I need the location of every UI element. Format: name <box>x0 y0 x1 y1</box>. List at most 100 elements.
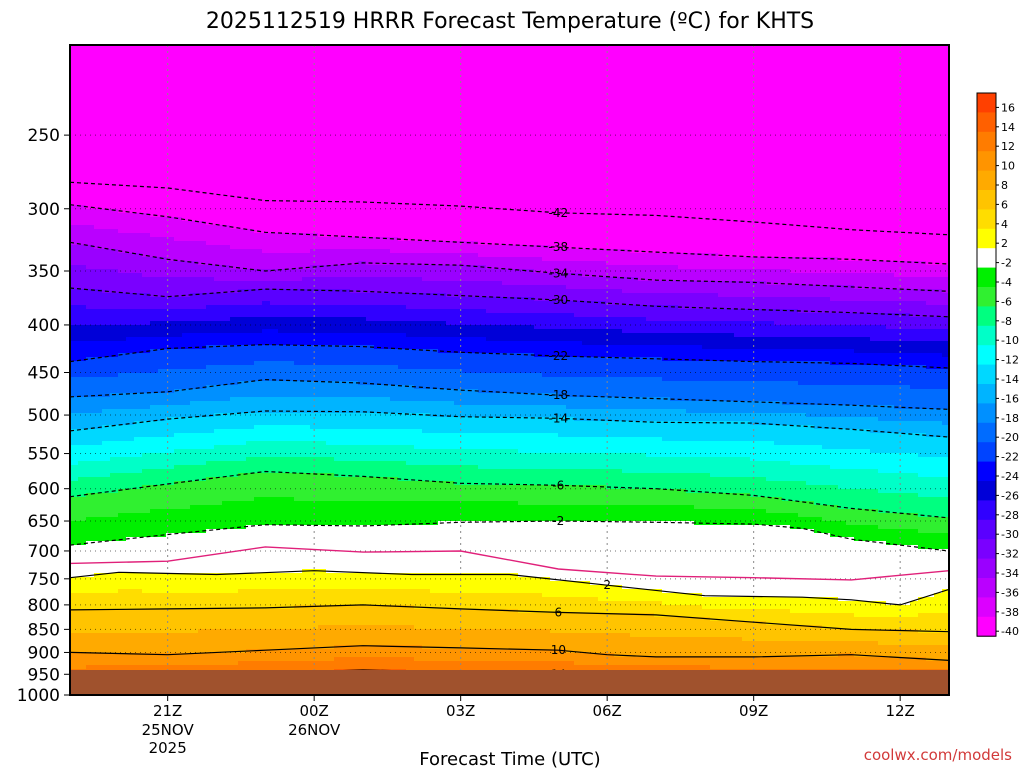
temperature-cell <box>278 113 287 118</box>
temperature-cell <box>78 373 87 378</box>
temperature-cell <box>150 657 159 662</box>
temperature-cell <box>230 613 239 618</box>
temperature-cell <box>198 373 207 378</box>
temperature-cell <box>94 145 103 150</box>
temperature-cell <box>126 641 135 646</box>
temperature-cell <box>126 553 135 558</box>
temperature-cell <box>310 173 319 178</box>
temperature-cell <box>230 497 239 502</box>
temperature-cell <box>302 345 311 350</box>
temperature-cell <box>286 405 295 410</box>
temperature-cell <box>198 473 207 478</box>
temperature-cell <box>166 285 175 290</box>
temperature-cell <box>254 637 263 642</box>
temperature-cell <box>286 397 295 402</box>
temperature-cell <box>214 197 223 202</box>
temperature-cell <box>238 593 247 598</box>
temperature-cell <box>222 645 231 650</box>
temperature-cell <box>198 377 207 382</box>
temperature-cell <box>206 541 215 546</box>
temperature-cell <box>166 645 175 650</box>
temperature-cell <box>230 313 239 318</box>
temperature-cell <box>158 357 167 362</box>
temperature-cell <box>150 93 159 98</box>
temperature-cell <box>294 521 303 526</box>
temperature-cell <box>262 321 271 326</box>
temperature-cell <box>198 609 207 614</box>
temperature-cell <box>214 73 223 78</box>
temperature-cell <box>190 285 199 290</box>
temperature-cell <box>94 505 103 510</box>
temperature-cell <box>278 529 287 534</box>
temperature-cell <box>86 209 95 214</box>
temperature-cell <box>214 285 223 290</box>
temperature-cell <box>158 561 167 566</box>
temperature-cell <box>190 209 199 214</box>
temperature-cell <box>198 205 207 210</box>
temperature-cell <box>230 429 239 434</box>
temperature-cell <box>262 521 271 526</box>
temperature-cell <box>294 85 303 90</box>
temperature-cell <box>238 477 247 482</box>
temperature-cell <box>294 433 303 438</box>
temperature-cell <box>206 57 215 62</box>
temperature-cell <box>278 97 287 102</box>
temperature-cell <box>270 245 279 250</box>
temperature-cell <box>182 241 191 246</box>
temperature-cell <box>102 197 111 202</box>
temperature-cell <box>230 657 239 662</box>
temperature-cell <box>182 409 191 414</box>
temperature-cell <box>190 489 199 494</box>
temperature-cell <box>270 281 279 286</box>
temperature-cell <box>214 541 223 546</box>
temperature-cell <box>70 409 79 414</box>
temperature-cell <box>118 357 127 362</box>
temperature-cell <box>182 485 191 490</box>
temperature-cell <box>70 125 79 130</box>
temperature-cell <box>78 301 87 306</box>
temperature-cell <box>198 245 207 250</box>
temperature-cell <box>262 621 271 626</box>
temperature-cell <box>302 557 311 562</box>
temperature-cell <box>126 177 135 182</box>
temperature-cell <box>246 57 255 62</box>
temperature-cell <box>206 273 215 278</box>
temperature-cell <box>294 197 303 202</box>
temperature-cell <box>254 569 263 574</box>
temperature-cell <box>70 81 79 86</box>
temperature-cell <box>214 525 223 530</box>
temperature-cell <box>78 65 87 70</box>
temperature-cell <box>166 621 175 626</box>
temperature-cell <box>158 425 167 430</box>
temperature-cell <box>278 537 287 542</box>
temperature-cell <box>278 233 287 238</box>
temperature-cell <box>286 465 295 470</box>
temperature-cell <box>150 85 159 90</box>
temperature-cell <box>222 349 231 354</box>
temperature-cell <box>134 597 143 602</box>
temperature-cell <box>174 553 183 558</box>
temperature-cell <box>102 653 111 658</box>
temperature-cell <box>142 569 151 574</box>
temperature-cell <box>294 297 303 302</box>
temperature-cell <box>254 121 263 126</box>
temperature-cell <box>158 197 167 202</box>
temperature-cell <box>190 281 199 286</box>
temperature-cell <box>238 401 247 406</box>
temperature-cell <box>278 361 287 366</box>
temperature-cell <box>78 593 87 598</box>
temperature-cell <box>78 81 87 86</box>
temperature-cell <box>222 125 231 130</box>
temperature-cell <box>294 453 303 458</box>
temperature-cell <box>166 517 175 522</box>
temperature-cell <box>254 385 263 390</box>
temperature-cell <box>206 65 215 70</box>
temperature-cell <box>150 581 159 586</box>
temperature-cell <box>142 341 151 346</box>
temperature-cell <box>166 349 175 354</box>
temperature-cell <box>78 113 87 118</box>
temperature-cell <box>190 201 199 206</box>
temperature-cell <box>174 429 183 434</box>
temperature-cell <box>182 581 191 586</box>
temperature-cell <box>254 453 263 458</box>
